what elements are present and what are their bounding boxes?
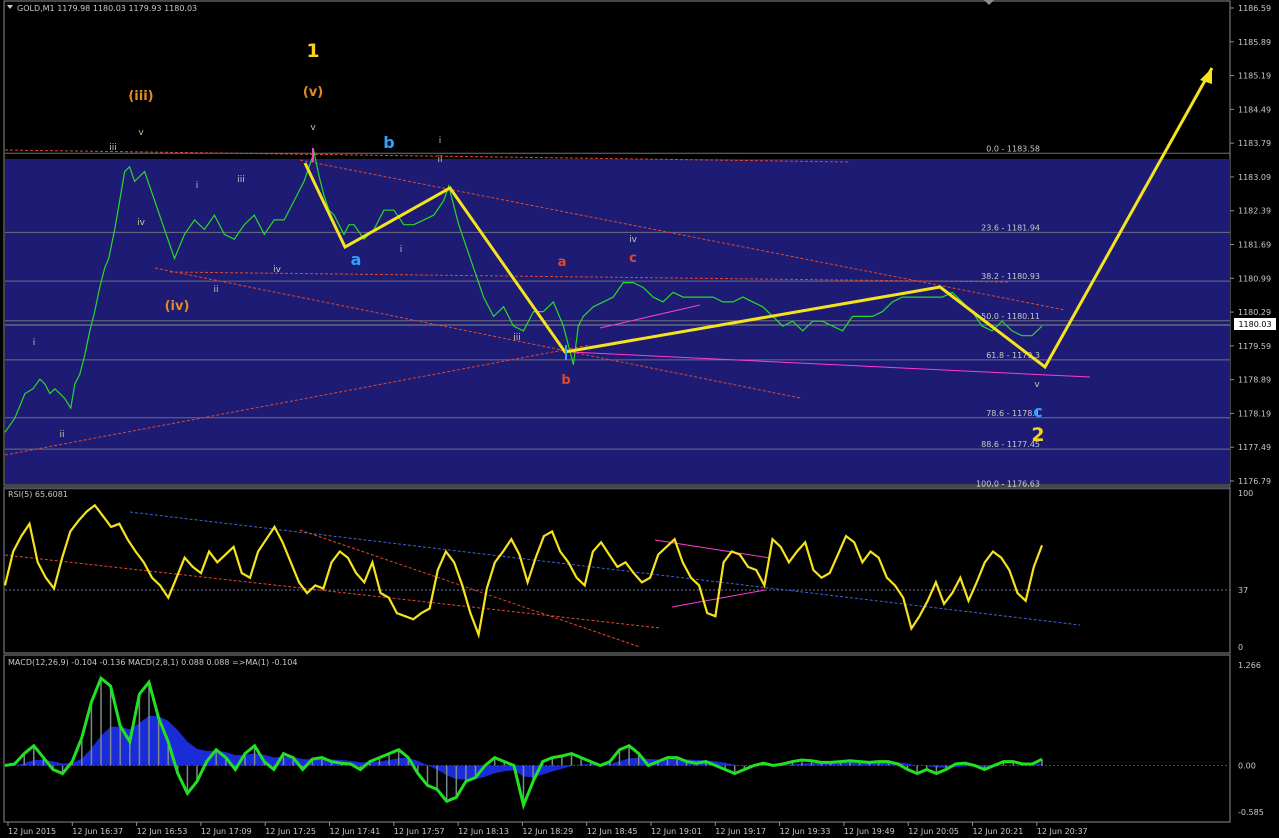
rsi-series xyxy=(3,503,1230,648)
scroll-triangle-icon[interactable] xyxy=(984,0,994,5)
time-tick-label: 12 Jun 18:13 xyxy=(458,827,509,836)
subwave-label: iv xyxy=(273,265,282,275)
rsi-trendline xyxy=(654,539,771,559)
time-tick-label: 12 Jun 17:25 xyxy=(265,827,316,836)
macd-axis: 1.266 0.00 -0.585 xyxy=(1238,661,1264,817)
price-tick-label: 1180.99 xyxy=(1238,274,1271,283)
macd-series xyxy=(4,675,1230,811)
time-tick-label: 12 Jun 17:57 xyxy=(394,827,445,836)
subwave-label: iii xyxy=(237,175,245,185)
rsi-trendline xyxy=(129,511,1081,626)
price-tick-label: 1183.09 xyxy=(1238,173,1271,182)
menu-triangle-icon[interactable] xyxy=(7,5,13,9)
time-tick-label: 12 Jun 2015 xyxy=(8,827,56,836)
current-price-box xyxy=(1234,318,1276,330)
time-tick-label: 12 Jun 18:45 xyxy=(587,827,638,836)
fib-label: 23.6 - 1181.94 xyxy=(981,223,1040,232)
price-tick-label: 1180.29 xyxy=(1238,308,1271,317)
time-tick-label: 12 Jun 20:21 xyxy=(973,827,1024,836)
main-header: GOLD,M1 1179.98 1180.03 1179.93 1180.03 xyxy=(17,4,197,13)
price-tick-label: 1177.49 xyxy=(1238,443,1271,452)
macd-tick-label: -0.585 xyxy=(1238,808,1264,817)
subwave-label: i xyxy=(400,245,403,255)
wave-label: c xyxy=(1033,402,1042,421)
time-tick-label: 12 Jun 19:49 xyxy=(844,827,895,836)
time-axis: 12 Jun 2015 12 Jun 16:37 12 Jun 16:53 12 Ju… xyxy=(7,822,1088,836)
wave-label: (iv) xyxy=(165,299,190,314)
current-price-label: 1180.03 xyxy=(1238,320,1271,329)
wave-label: b xyxy=(561,373,570,388)
price-tick-label: 1181.69 xyxy=(1238,241,1271,250)
subwave-label: ii xyxy=(213,285,218,295)
price-tick-label: 1185.89 xyxy=(1238,38,1271,47)
time-tick-label: 12 Jun 17:41 xyxy=(330,827,381,836)
time-tick-label: 12 Jun 19:01 xyxy=(651,827,702,836)
price-tick-label: 1183.79 xyxy=(1238,139,1271,148)
subwave-label: iii xyxy=(513,333,521,343)
wave-label: (iii) xyxy=(128,89,153,104)
fib-levels: 0.0 - 1183.58 23.6 - 1181.94 38.2 - 1180.9… xyxy=(5,144,1230,490)
fib-zone-background xyxy=(5,159,1230,484)
time-tick-label: 12 Jun 19:17 xyxy=(715,827,766,836)
rsi-axis: 100 37 0 xyxy=(1238,489,1253,652)
price-series xyxy=(4,150,1043,433)
price-axis: 1186.59 1185.89 1185.19 1184.49 1183.79 1183.… xyxy=(1230,4,1271,486)
subwave-label: i xyxy=(439,136,442,146)
wave-label: (v) xyxy=(303,85,323,100)
subwave-label: v xyxy=(1034,380,1040,390)
subwave-label: i xyxy=(33,338,36,348)
macd-tick-label: 0.00 xyxy=(1238,762,1256,771)
price-tick-label: 1179.59 xyxy=(1238,342,1271,351)
rsi-tick-label: 100 xyxy=(1238,489,1253,498)
rsi-header: RSI(5) 65.6081 xyxy=(8,490,68,499)
time-tick-label: 12 Jun 19:33 xyxy=(780,827,831,836)
fib-label: 100.0 - 1176.63 xyxy=(976,480,1040,489)
subwave-label: ii xyxy=(437,155,442,165)
rsi-tick-label: 37 xyxy=(1238,586,1248,595)
fib-label: 61.8 - 1179.3 xyxy=(986,351,1040,360)
rsi-line xyxy=(3,503,1044,639)
wave-label: b xyxy=(383,133,394,152)
time-tick-label: 12 Jun 16:37 xyxy=(72,827,123,836)
wave-labels: 1(v)(iii)(iv)bac2abciiiviiiiiviiivviiiii… xyxy=(33,40,1045,446)
subwave-label: v xyxy=(310,123,316,133)
time-tick-label: 12 Jun 18:29 xyxy=(522,827,573,836)
subwave-label: i xyxy=(196,181,199,191)
subwave-label: iv xyxy=(629,235,638,245)
macd-header: MACD(12,26,9) -0.104 -0.136 MACD(2,8,1) … xyxy=(8,658,297,667)
wave-label: a xyxy=(558,255,567,270)
macd-panel[interactable] xyxy=(3,654,1231,823)
subwave-label: iv xyxy=(137,218,146,228)
price-tick-label: 1185.19 xyxy=(1238,72,1271,81)
wave-label: 1 xyxy=(306,40,319,62)
rsi-tick-label: 0 xyxy=(1238,643,1243,652)
time-tick-label: 12 Jun 20:05 xyxy=(908,827,959,836)
time-tick-label: 12 Jun 20:37 xyxy=(1037,827,1088,836)
subwave-label: v xyxy=(138,128,144,138)
wave-label: 2 xyxy=(1031,424,1044,446)
time-tick-label: 12 Jun 17:09 xyxy=(201,827,252,836)
price-tick-label: 1176.79 xyxy=(1238,477,1271,486)
fib-label: 78.6 - 1178.1 xyxy=(986,409,1040,418)
price-tick-label: 1186.59 xyxy=(1238,4,1271,13)
macd-line xyxy=(4,675,1043,811)
fib-label: 50.0 - 1180.11 xyxy=(981,312,1040,321)
price-tick-label: 1178.19 xyxy=(1238,409,1271,418)
fib-label: 0.0 - 1183.58 xyxy=(986,144,1040,153)
subwave-label: ii xyxy=(59,430,64,440)
fib-label: 38.2 - 1180.93 xyxy=(981,272,1040,281)
price-tick-label: 1184.49 xyxy=(1238,105,1271,114)
fib-label: 88.6 - 1177.45 xyxy=(981,440,1040,449)
macd-tick-label: 1.266 xyxy=(1238,661,1261,670)
price-tick-label: 1178.89 xyxy=(1238,376,1271,385)
time-tick-label: 12 Jun 16:53 xyxy=(137,827,188,836)
wave-label: a xyxy=(351,250,362,269)
trend-lines xyxy=(4,149,1230,456)
price-tick-label: 1182.39 xyxy=(1238,207,1271,216)
subwave-label: iii xyxy=(109,143,117,153)
wave-label: c xyxy=(629,251,637,266)
